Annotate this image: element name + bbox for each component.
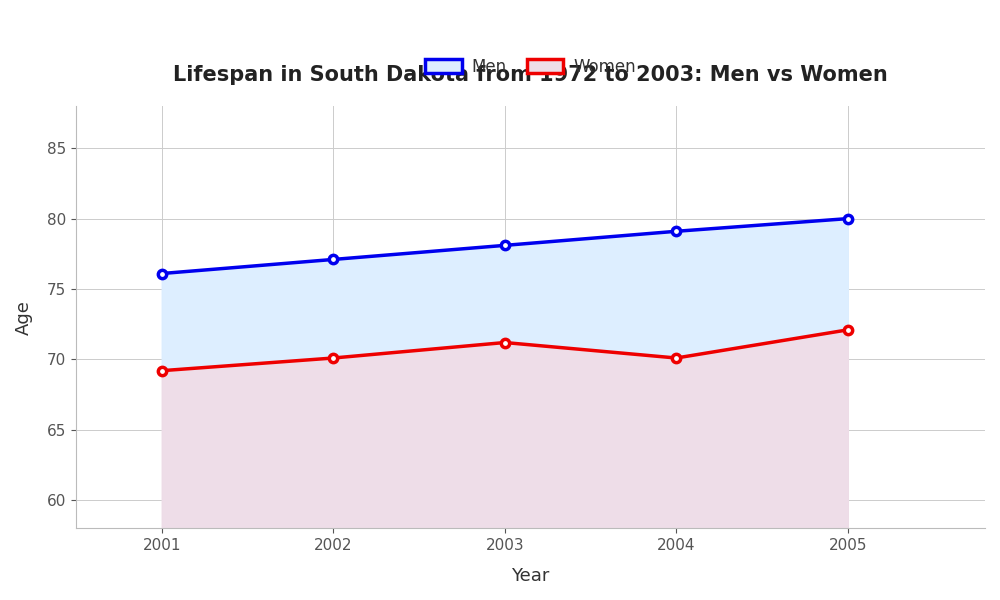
Title: Lifespan in South Dakota from 1972 to 2003: Men vs Women: Lifespan in South Dakota from 1972 to 20… [173, 65, 888, 85]
X-axis label: Year: Year [511, 567, 550, 585]
Legend: Men, Women: Men, Women [418, 51, 643, 82]
Y-axis label: Age: Age [15, 300, 33, 335]
